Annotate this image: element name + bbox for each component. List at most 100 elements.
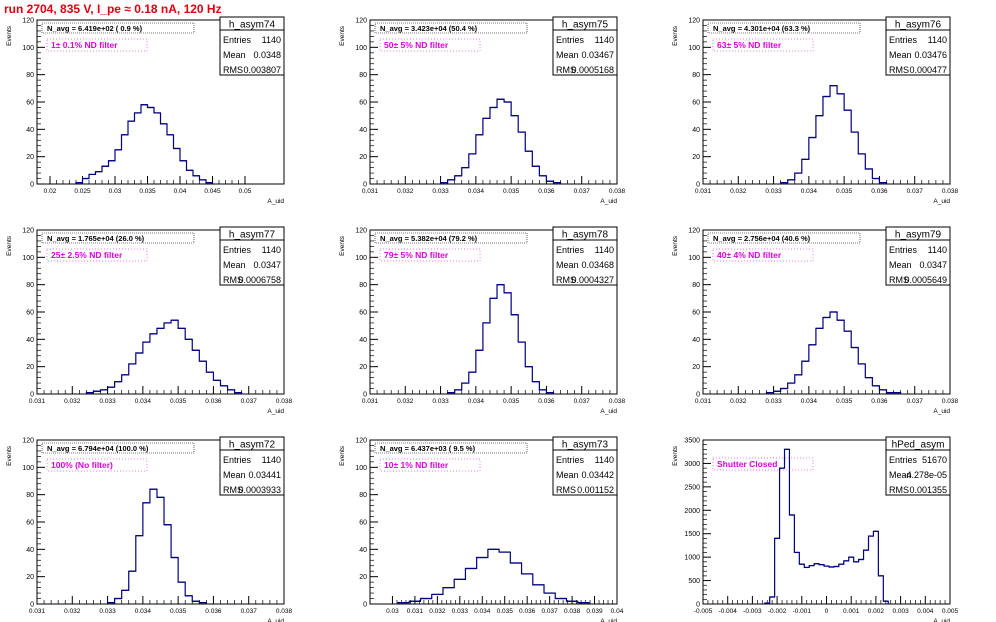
- y-tick-label: 80: [692, 72, 700, 79]
- x-tick-label: -0.001: [793, 608, 812, 615]
- y-tick-label: 20: [359, 574, 367, 581]
- stat-label-mean: Mean: [889, 50, 912, 60]
- y-axis-label: Events: [6, 25, 13, 46]
- filter-box: [379, 248, 481, 262]
- y-tick-label: 80: [26, 72, 34, 79]
- navg-box: [41, 232, 195, 244]
- y-tick-label: 60: [26, 100, 34, 107]
- y-tick-label: 100: [22, 465, 34, 472]
- y-tick-label: 0: [363, 182, 367, 189]
- x-tick-label: 0.038: [276, 398, 293, 405]
- stat-value-rms: 0.001355: [909, 485, 947, 495]
- stat-value-entries: 1140: [928, 35, 947, 45]
- y-tick-label: 120: [22, 438, 34, 445]
- stats-box-frame: [219, 226, 285, 286]
- x-tick-label: 0.033: [99, 608, 116, 615]
- x-tick-label: -0.005: [694, 608, 713, 615]
- y-tick-label: 3500: [684, 438, 700, 445]
- x-tick-label: 0.035: [836, 188, 853, 195]
- filter-box: [46, 38, 148, 52]
- navg-text: N_avg = 6.437e+03 ( 9.5 %): [380, 444, 476, 453]
- x-axis-label: A_uid: [933, 408, 950, 415]
- x-tick-label: -0.002: [768, 608, 787, 615]
- y-tick-label: 80: [26, 492, 34, 499]
- stat-label-mean: Mean: [556, 470, 579, 480]
- y-tick-label: 20: [26, 154, 34, 161]
- stat-label-entries: Entries: [223, 35, 252, 45]
- histogram-name: h_asym75: [562, 20, 609, 31]
- histogram-hPed_asym: 0 500 1000 1500 2000 2500 3000 3500 -0.005 -0.004…: [672, 436, 959, 622]
- stats-box: h_asym74 Entries 1140 Mean 0.0348 RMS 0.003807: [219, 16, 285, 76]
- x-tick-label: 0.032: [397, 398, 414, 405]
- y-tick-label: 40: [692, 127, 700, 134]
- stats-box: h_asym72 Entries 1140 Mean 0.03441 RMS0.00039…: [219, 436, 285, 496]
- x-tick-label: 0.038: [276, 608, 293, 615]
- y-tick-label: 20: [692, 154, 700, 161]
- y-tick-label: 80: [359, 492, 367, 499]
- histogram-line: [447, 284, 555, 394]
- stats-box-frame: [219, 436, 285, 496]
- y-tick-label: 120: [355, 438, 367, 445]
- y-tick-label: 80: [692, 282, 700, 289]
- x-axis-label: A_uid: [267, 408, 284, 415]
- stat-label-mean: Mean: [889, 470, 912, 480]
- x-tick-label: 0.038: [942, 188, 959, 195]
- histogram-h_asym74: 0 20 40 60 80 100 120 0.02 0.025 0.03 0.035 0.04 0.0…: [6, 16, 285, 205]
- x-tick-label: 0.032: [397, 188, 414, 195]
- stat-value-rms: 0.001152: [577, 485, 614, 495]
- x-tick-label: 0.038: [609, 398, 626, 405]
- stat-label-rms: RMS: [223, 485, 243, 495]
- navg-text: N_avg = 5.382e+04 (79.2 %): [380, 234, 478, 243]
- stats-box: h_asym75 Entries 1140 Mean 0.03467 RMS0.00051…: [552, 16, 618, 76]
- filter-box: [379, 458, 481, 472]
- x-tick-label: 0.035: [170, 398, 187, 405]
- y-tick-label: 20: [692, 364, 700, 371]
- x-tick-label: 0.045: [204, 188, 221, 195]
- stats-box: h_asym79 Entries 1140 Mean 0.0347 RMS0.000564…: [885, 226, 951, 286]
- stat-label-entries: Entries: [556, 35, 585, 45]
- stats-box-frame: [885, 16, 951, 76]
- x-tick-label: 0.031: [29, 608, 46, 615]
- stat-value-rms: 0.0006758: [238, 275, 281, 285]
- filter-label: 50± 5% ND filter: [384, 40, 449, 50]
- x-axis-label: A_uid: [933, 618, 950, 622]
- x-tick-label: -0.004: [718, 608, 737, 615]
- y-tick-label: 60: [359, 520, 367, 527]
- histogram-h_asym75: 0 20 40 60 80 100 120 0.031 0.032 0.033 0.034 0.035…: [339, 16, 626, 205]
- navg-box: [374, 22, 528, 34]
- stat-label-entries: Entries: [556, 245, 585, 255]
- filter-label: 25± 2.5% ND filter: [51, 250, 123, 260]
- stat-label-mean: Mean: [556, 50, 579, 60]
- navg-text: N_avg = 1.765e+04 (26.0 %): [47, 234, 145, 243]
- x-axis-label: A_uid: [600, 618, 617, 622]
- x-tick-label: 0.037: [241, 398, 258, 405]
- filter-box: [712, 248, 814, 262]
- navg-box: [41, 442, 195, 454]
- x-tick-label: 0.032: [730, 188, 747, 195]
- y-tick-label: 20: [359, 364, 367, 371]
- stats-box-frame: [885, 226, 951, 286]
- histogram-h_asym78: 0 20 40 60 80 100 120 0.031 0.032 0.033 0.034 0.035…: [339, 226, 626, 415]
- x-tick-label: -0.003: [743, 608, 762, 615]
- stat-label-entries: Entries: [556, 455, 585, 465]
- x-tick-label: 0.02: [44, 188, 57, 195]
- navg-box: [707, 22, 861, 34]
- x-axis-label: A_uid: [933, 198, 950, 205]
- y-tick-label: 40: [692, 337, 700, 344]
- filter-label: Shutter Closed: [717, 459, 777, 469]
- y-tick-label: 100: [355, 255, 367, 262]
- y-tick-label: 1500: [684, 531, 700, 538]
- y-tick-label: 40: [26, 337, 34, 344]
- navg-box: [41, 22, 195, 34]
- stat-label-mean: Mean: [556, 260, 579, 270]
- x-tick-label: 0.036: [205, 398, 222, 405]
- stat-label-mean: Mean: [223, 50, 246, 60]
- stat-value-mean: 0.03441: [248, 470, 281, 480]
- y-axis-label: Events: [672, 445, 679, 466]
- histogram-name: h_asym73: [562, 440, 609, 451]
- filter-box: [46, 248, 148, 262]
- x-tick-label: 0.037: [574, 188, 591, 195]
- x-tick-label: 0.031: [29, 398, 46, 405]
- x-tick-label: 0.003: [892, 608, 909, 615]
- x-tick-label: 0.036: [519, 608, 536, 615]
